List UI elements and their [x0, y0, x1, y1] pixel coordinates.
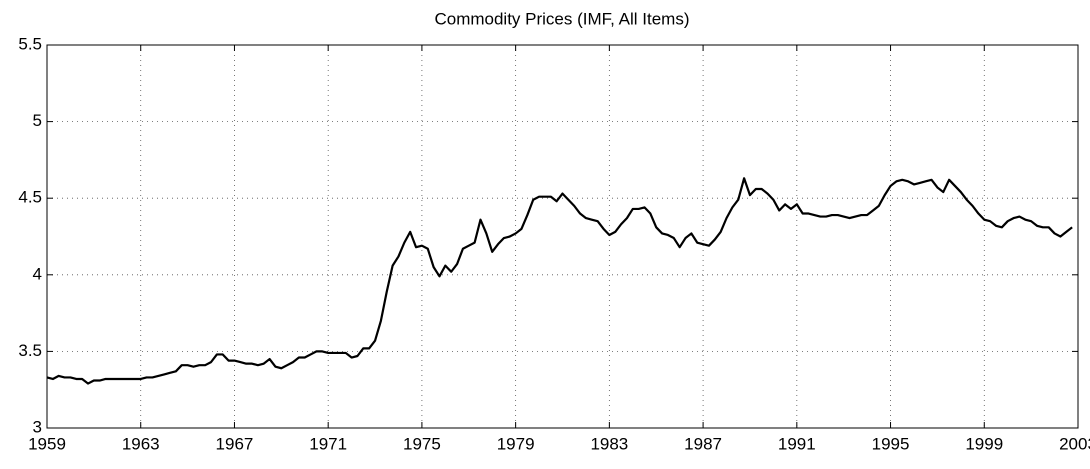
plot-frame: [46, 44, 1079, 429]
chart-title: Commodity Prices (IMF, All Items): [434, 9, 689, 28]
y-tick-label: 3: [33, 417, 42, 436]
x-tick-label: 1979: [497, 434, 535, 453]
x-tick-label: 1963: [122, 434, 160, 453]
x-tick-label: 1995: [872, 434, 910, 453]
x-tick-label: 1991: [778, 434, 816, 453]
x-tick-label: 2003: [1059, 434, 1090, 453]
y-tick-label: 4: [33, 264, 42, 283]
x-tick-label: 1971: [309, 434, 347, 453]
x-tick-label: 1967: [216, 434, 254, 453]
data-line: [46, 177, 1073, 385]
y-tick-label: 5.5: [18, 34, 42, 53]
x-tick-label: 1975: [403, 434, 441, 453]
y-tick-label: 3.5: [18, 341, 42, 360]
x-tick-label: 1987: [684, 434, 722, 453]
x-tick-label: 1999: [965, 434, 1003, 453]
x-tick-label: 1959: [28, 434, 66, 453]
y-tick-label: 4.5: [18, 188, 42, 207]
y-tick-label: 5: [33, 111, 42, 130]
x-tick-label: 1983: [590, 434, 628, 453]
